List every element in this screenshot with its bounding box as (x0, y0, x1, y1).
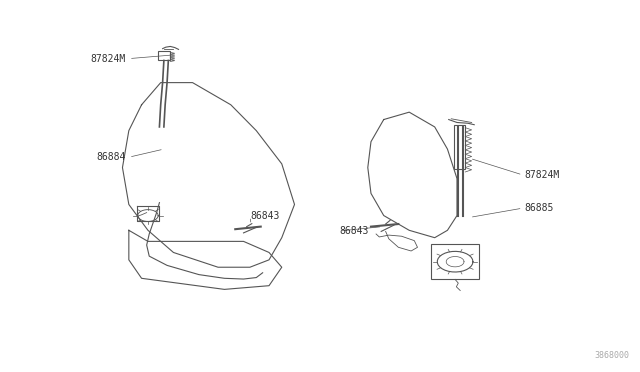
Text: 87824M: 87824M (524, 170, 559, 180)
Text: 87824M: 87824M (90, 54, 125, 64)
Text: 86843: 86843 (339, 226, 369, 236)
Text: 86843: 86843 (250, 211, 279, 221)
Text: 86885: 86885 (524, 203, 554, 213)
Text: 3868000: 3868000 (594, 350, 629, 359)
Text: 86884: 86884 (96, 152, 125, 162)
